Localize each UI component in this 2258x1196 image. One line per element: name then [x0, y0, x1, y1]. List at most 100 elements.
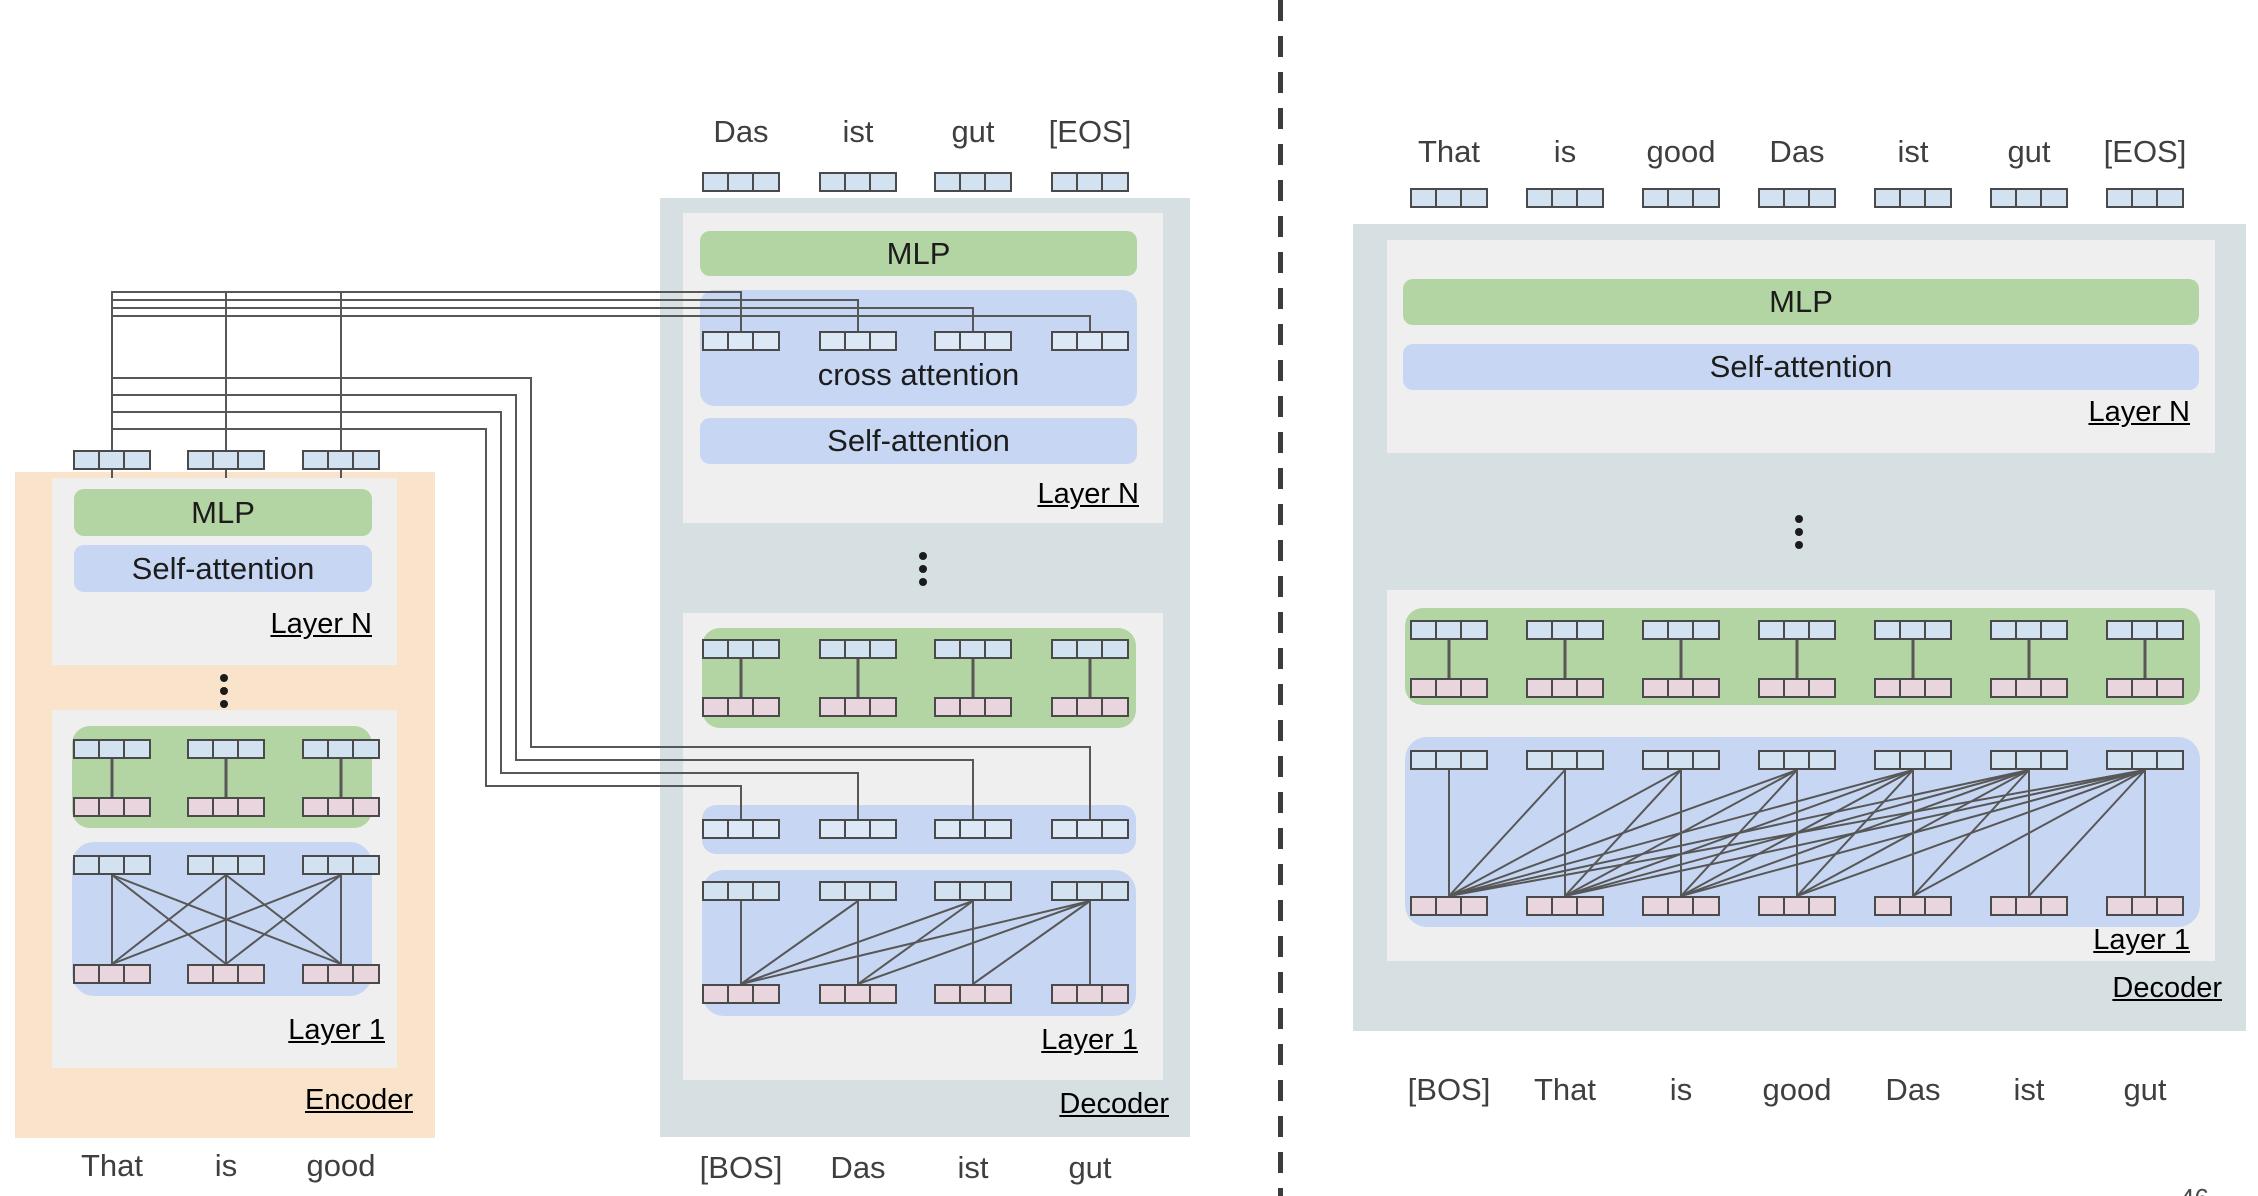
decoder-layer-ellipsis [919, 552, 927, 560]
decoder-only-attention-output-token [1642, 750, 1720, 770]
encoder-layer-ellipsis [220, 674, 228, 682]
decoder-only-output-embedding [1410, 188, 1488, 208]
decoder-only-mlp-input-token [1526, 678, 1604, 698]
decoder-mlp-block [700, 231, 1137, 276]
decoder-only-attention-input-token [1874, 896, 1952, 916]
decoder-cross-attention-strip-token [1051, 819, 1129, 839]
decoder-only-layer-n-label: Layer N [2088, 396, 2190, 428]
decoder-cross-attention-strip-token [819, 819, 897, 839]
decoder-only-attention-output-token [1758, 750, 1836, 770]
decoder-only-attention-input-token [1758, 896, 1836, 916]
decoder-only-mlp-block [1403, 279, 2199, 325]
encoder-mlp-input-token [187, 797, 265, 817]
decoder-only-input-word: That [1533, 1072, 1597, 1107]
decoder-only-layer-ellipsis [1795, 541, 1803, 549]
encoder-mlp-input-token [302, 797, 380, 817]
decoder-mlp-label: MLP [886, 236, 951, 271]
decoder-output-word: ist [842, 114, 874, 149]
decoder-input-word: [BOS] [699, 1150, 783, 1185]
decoder-attention-output-token [702, 881, 780, 901]
decoder-mlp-input-token [934, 697, 1012, 717]
decoder-only-self-attention-label: Self-attention [1709, 349, 1893, 384]
decoder-output-embedding [819, 172, 897, 192]
decoder-only-output-word: ist [1897, 134, 1929, 169]
decoder-only-attention-input-token [1990, 896, 2068, 916]
decoder-only-mlp-input-token [1758, 678, 1836, 698]
decoder-output-word: gut [951, 114, 995, 149]
decoder-only-attention-input-token [1642, 896, 1720, 916]
decoder-only-output-word: That [1417, 134, 1481, 169]
encoder-output-embedding [73, 450, 151, 470]
decoder-only-input-word: is [1669, 1072, 1693, 1107]
decoder-attention-output-token [934, 881, 1012, 901]
decoder-cross-attention-token [1051, 331, 1129, 351]
decoder-attention-output-token [1051, 881, 1129, 901]
decoder-only-mlp-output-token [1526, 620, 1604, 640]
decoder-mlp-input-token [819, 697, 897, 717]
decoder-mlp-input-token [1051, 697, 1129, 717]
encoder-attention-input-token [73, 964, 151, 984]
decoder-only-output-word: gut [2007, 134, 2051, 169]
decoder-attention-output-token [819, 881, 897, 901]
decoder-only-layer-ellipsis [1795, 528, 1803, 536]
decoder-panel-label: Decoder [1059, 1088, 1169, 1120]
decoder-only-attention-output-token [1526, 750, 1604, 770]
decoder-attention-input-token [934, 984, 1012, 1004]
encoder-mlp-output-token [302, 739, 380, 759]
decoder-output-word: Das [713, 114, 769, 149]
decoder-mlp-input-token [702, 697, 780, 717]
decoder-only-input-word: gut [2123, 1072, 2167, 1107]
decoder-input-word: gut [1068, 1150, 1112, 1185]
decoder-only-mlp-output-token [1990, 620, 2068, 640]
decoder-cross-attention-token [819, 331, 897, 351]
decoder-only-layer-ellipsis [1795, 515, 1803, 523]
encoder-mlp-output-token [73, 739, 151, 759]
decoder-layer-1-label: Layer 1 [1041, 1024, 1138, 1056]
decoder-only-mlp-input-token [1874, 678, 1952, 698]
decoder-self-attention-label: Self-attention [827, 423, 1010, 458]
decoder-only-mlp-input-token [1990, 678, 2068, 698]
encoder-layer-n-label: Layer N [270, 608, 372, 640]
encoder-attention-input-token [302, 964, 380, 984]
encoder-mlp-input-token [73, 797, 151, 817]
cross-attention-bus-line [112, 291, 742, 331]
encoder-output-embedding [187, 450, 265, 470]
decoder-only-mlp-input-token [2106, 678, 2184, 698]
decoder-only-attention-output-token [1410, 750, 1488, 770]
decoder-only-attention-input-token [2106, 896, 2184, 916]
decoder-only-attention-output-token [1990, 750, 2068, 770]
decoder-layer-ellipsis [919, 578, 927, 586]
encoder-input-word: That [80, 1148, 144, 1183]
decoder-cross-attention-strip-token [702, 819, 780, 839]
encoder-attention-output-token [187, 855, 265, 875]
decoder-output-word: [EOS] [1048, 114, 1132, 149]
encoder-mlp-label: MLP [191, 495, 255, 530]
encoder-input-word: is [214, 1148, 238, 1183]
decoder-cross-attention-strip-token [934, 819, 1012, 839]
decoder-mlp-output-token [934, 639, 1012, 659]
encoder-output-embedding [302, 450, 380, 470]
decoder-only-output-embedding [1526, 188, 1604, 208]
decoder-only-input-word: [BOS] [1407, 1072, 1491, 1107]
decoder-only-output-word: good [1646, 134, 1716, 169]
decoder-only-input-word: Das [1885, 1072, 1941, 1107]
decoder-only-output-embedding [1758, 188, 1836, 208]
decoder-only-self-attention-block [1403, 344, 2199, 390]
decoder-only-output-word: is [1553, 134, 1577, 169]
decoder-cross-attention-token [934, 331, 1012, 351]
decoder-only-mlp-output-token [1642, 620, 1720, 640]
decoder-attention-input-token [702, 984, 780, 1004]
decoder-attention-input-token [1051, 984, 1129, 1004]
decoder-only-mlp-input-token [1642, 678, 1720, 698]
decoder-only-attention-input-token [1526, 896, 1604, 916]
decoder-mlp-output-token [702, 639, 780, 659]
decoder-layer-ellipsis [919, 565, 927, 573]
decoder-only-output-word: Das [1769, 134, 1825, 169]
decoder-only-attention-output-token [2106, 750, 2184, 770]
encoder-layer-ellipsis [220, 700, 228, 708]
decoder-only-output-embedding [1990, 188, 2068, 208]
decoder-layer-n-label: Layer N [1037, 478, 1139, 510]
decoder-cross-attention-token [702, 331, 780, 351]
decoder-only-output-word: [EOS] [2103, 134, 2187, 169]
